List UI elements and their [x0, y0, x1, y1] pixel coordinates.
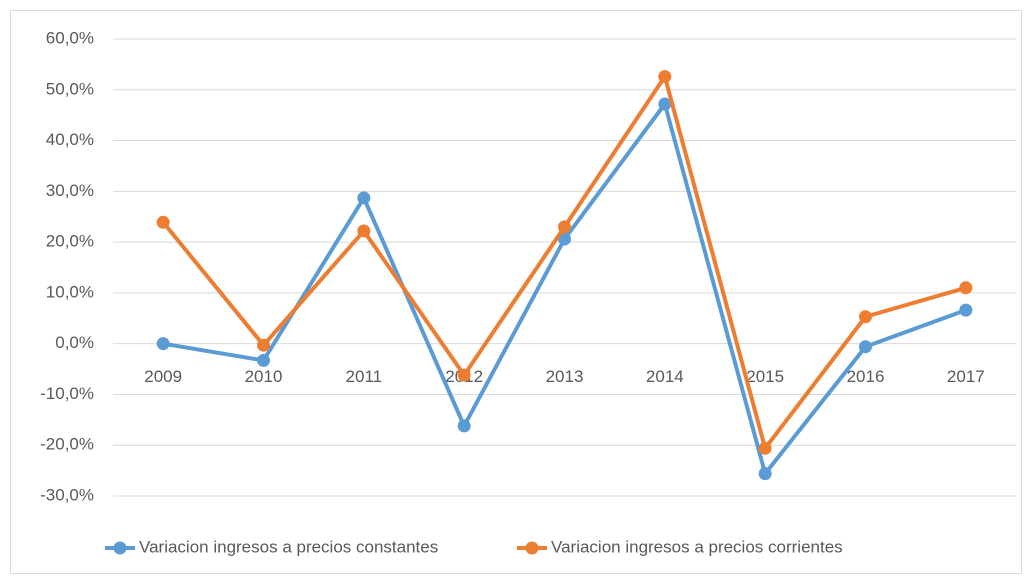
- chart-border: [10, 10, 1022, 574]
- y-tick-label: -10,0%: [40, 384, 94, 403]
- x-tick-label: 2009: [144, 367, 182, 386]
- legend-marker: [525, 541, 539, 555]
- data-point: [959, 281, 973, 295]
- data-point: [658, 70, 672, 84]
- x-tick-label: 2016: [847, 367, 885, 386]
- data-point: [357, 224, 371, 238]
- y-tick-label: -20,0%: [40, 435, 94, 454]
- x-tick-label: 2010: [245, 367, 283, 386]
- y-tick-label: -30,0%: [40, 485, 94, 504]
- data-point: [959, 303, 973, 317]
- data-point: [859, 340, 872, 354]
- data-point: [758, 467, 772, 481]
- x-tick-label: 2017: [947, 367, 985, 386]
- data-point: [257, 353, 270, 367]
- y-tick-label: 50,0%: [46, 79, 94, 98]
- x-tick-label: 2011: [346, 367, 383, 386]
- y-tick-label: 10,0%: [46, 282, 94, 301]
- data-point: [257, 338, 270, 352]
- data-point: [558, 232, 571, 246]
- y-tick-label: 60,0%: [46, 28, 94, 47]
- data-point: [156, 215, 170, 229]
- data-point: [457, 368, 471, 382]
- data-point: [558, 220, 571, 234]
- y-tick-label: 20,0%: [46, 232, 94, 251]
- y-tick-label: 40,0%: [46, 130, 94, 149]
- legend-label: Variacion ingresos a precios constantes: [139, 537, 438, 556]
- data-point: [758, 441, 772, 455]
- x-tick-label: 2015: [746, 367, 784, 386]
- y-tick-label: 0,0%: [55, 333, 94, 352]
- y-tick-label: 30,0%: [46, 181, 94, 200]
- data-point: [357, 191, 371, 205]
- x-tick-label: 2014: [646, 367, 684, 386]
- data-point: [156, 337, 170, 351]
- legend-label: Variacion ingresos a precios corrientes: [551, 537, 843, 556]
- data-point: [859, 310, 872, 324]
- data-point: [457, 419, 471, 433]
- legend-marker: [113, 541, 127, 555]
- x-tick-label: 2013: [546, 367, 584, 386]
- data-point: [658, 97, 672, 111]
